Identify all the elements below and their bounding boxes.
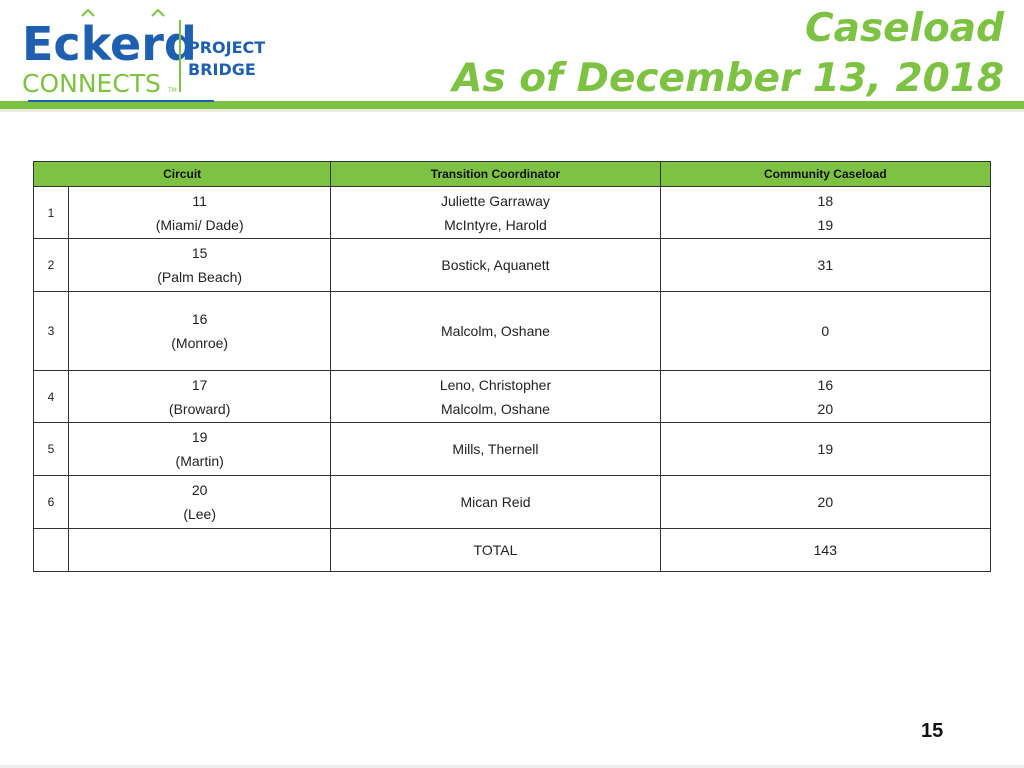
row-number: 5 (32, 422, 70, 476)
footer-divider (0, 765, 1024, 768)
circuit-number: 11 (192, 192, 207, 209)
title-line1: Caseload (805, 6, 1004, 51)
coordinator-name: McIntyre, Harold (444, 216, 547, 233)
circuit-number: 15 (191, 245, 208, 261)
circuit-number: 20 (191, 482, 208, 498)
table-row: 4 17 (Broward) Leno, Christopher Malcolm… (32, 370, 992, 423)
caseload-cell: 31 (659, 238, 992, 292)
circuit-cell: 16 (Monroe) (68, 291, 332, 371)
table-row: 1 11 (Miami/ Dade) Juliette Garraway McI… (32, 186, 992, 239)
caseload-value: 20 (817, 494, 834, 510)
coordinator-name: Juliette Garraway (441, 192, 550, 209)
table-row: 6 20 (Lee) Mican Reid 20 (32, 475, 992, 529)
logo-underline (28, 100, 214, 102)
caseload-value: 19 (817, 216, 834, 233)
coordinator-cell: Bostick, Aquanett (330, 238, 661, 292)
caseload-cell: 20 (659, 475, 992, 529)
caseload-table: Circuit Transition Coordinator Community… (32, 161, 992, 572)
header-divider-shadow (0, 109, 1024, 112)
row-number: 6 (32, 475, 70, 529)
row-number: 4 (32, 370, 70, 423)
table-row: 3 16 (Monroe) Malcolm, Oshane 0 (32, 291, 992, 371)
circuit-cell: 11 (Miami/ Dade) (68, 186, 332, 239)
coordinator-cell: Mills, Thernell (330, 422, 661, 476)
caseload-cell: 16 20 (659, 370, 992, 423)
caseload-cell: 18 19 (659, 186, 992, 239)
caseload-cell: 19 (659, 422, 992, 476)
table-header-row: Circuit Transition Coordinator Community… (32, 161, 992, 187)
row-number: 3 (32, 291, 70, 371)
coordinator-name: Mills, Thernell (452, 441, 539, 457)
coordinator-cell: Juliette Garraway McIntyre, Harold (330, 186, 661, 239)
coordinator-name: Bostick, Aquanett (441, 257, 550, 273)
header-circuit: Circuit (32, 161, 332, 187)
table-row: 2 15 (Palm Beach) Bostick, Aquanett 31 (32, 238, 992, 292)
trademark-text: TM (167, 87, 177, 94)
program-line2-text: BRIDGE (188, 60, 256, 79)
coordinator-name: Malcolm, Oshane (441, 323, 550, 339)
coordinator-cell: Malcolm, Oshane (330, 291, 661, 371)
caseload-value: 16 (817, 376, 834, 393)
circuit-county: (Palm Beach) (157, 269, 243, 285)
title-line2: As of December 13, 2018 (452, 56, 1004, 101)
circuit-county: (Martin) (175, 453, 224, 469)
circuit-cell: 15 (Palm Beach) (68, 238, 332, 292)
circuit-cell: 17 (Broward) (68, 370, 332, 423)
caseload-value: 0 (821, 323, 830, 339)
coordinator-cell: Mican Reid (330, 475, 661, 529)
circuit-county: (Monroe) (171, 335, 229, 351)
brand-bottom-text: CONNECTS (22, 69, 161, 98)
circuit-county: (Miami/ Dade) (155, 216, 244, 233)
eckerd-connects-logo: Eckerd CONNECTS TM PROJECT BRIDGE (22, 8, 272, 104)
coordinator-cell: Leno, Christopher Malcolm, Oshane (330, 370, 661, 423)
brand-top-text: Eckerd (22, 17, 197, 71)
coordinator-name: Malcolm, Oshane (441, 400, 550, 417)
page-number: 15 (921, 720, 944, 742)
program-line1-text: PROJECT (188, 38, 265, 57)
caseload-value: 18 (817, 192, 834, 209)
total-row: TOTAL 143 (32, 528, 992, 572)
caseload-cell: 0 (659, 291, 992, 371)
row-number: 1 (32, 186, 70, 239)
header-divider (0, 101, 1024, 109)
total-label: TOTAL (330, 528, 661, 572)
circuit-number: 17 (191, 376, 208, 393)
circuit-county: (Broward) (168, 400, 231, 417)
total-circuit-cell (68, 528, 332, 572)
caseload-value: 20 (817, 400, 834, 417)
total-value: 143 (659, 528, 992, 572)
coordinator-name: Leno, Christopher (439, 376, 552, 393)
row-number: 2 (32, 238, 70, 292)
coordinator-name: Mican Reid (460, 494, 531, 510)
circuit-cell: 19 (Martin) (68, 422, 332, 476)
circuit-number: 19 (191, 429, 208, 445)
circuit-number: 16 (191, 311, 208, 327)
page-title: Caseload As of December 13, 2018 (452, 4, 1004, 104)
table-row: 5 19 (Martin) Mills, Thernell 19 (32, 422, 992, 476)
circuit-county: (Lee) (183, 506, 216, 522)
header-coordinator: Transition Coordinator (330, 161, 661, 187)
header-caseload: Community Caseload (659, 161, 992, 187)
circuit-cell: 20 (Lee) (68, 475, 332, 529)
caseload-value: 19 (817, 441, 834, 457)
total-row-number (32, 528, 70, 572)
caseload-value: 31 (817, 257, 834, 273)
